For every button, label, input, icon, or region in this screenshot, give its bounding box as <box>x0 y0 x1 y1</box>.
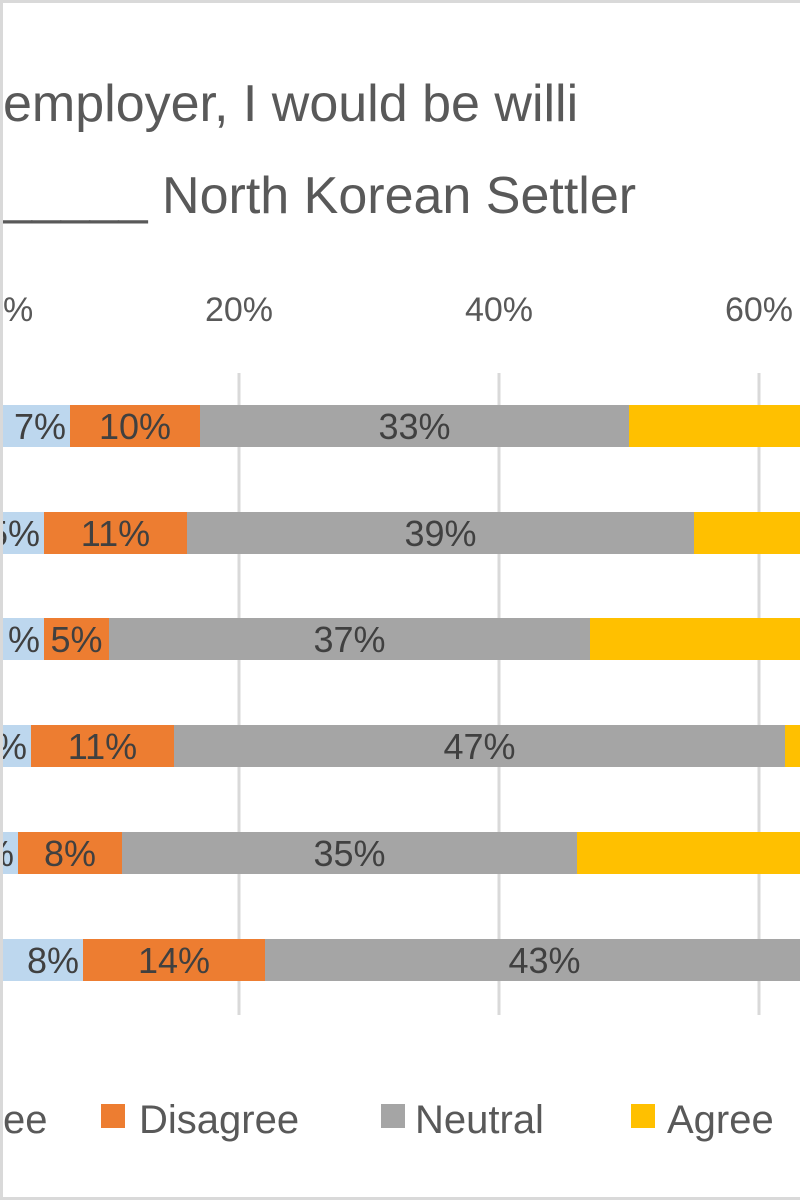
data-label: 11% <box>81 513 150 554</box>
bar-segment <box>3 725 31 767</box>
bar-segment <box>18 832 122 874</box>
data-label: 33% <box>378 406 450 447</box>
data-label: 8% <box>27 940 79 981</box>
bar-segment <box>3 405 70 447</box>
bar-segment <box>44 512 187 554</box>
legend-label: ee <box>3 1098 48 1142</box>
data-label: % <box>3 726 27 767</box>
x-axis-ticks: % 20% 40% 60% <box>3 291 793 329</box>
data-label: % <box>3 833 14 874</box>
bar-segment <box>265 939 800 981</box>
data-label: 7% <box>14 406 66 447</box>
bar-segment <box>44 618 109 660</box>
chart-title: employer, I would be willi _____ North K… <box>3 75 636 225</box>
bar-segment <box>200 405 629 447</box>
data-label: 39% <box>404 513 476 554</box>
x-tick-label: % <box>3 291 33 329</box>
bar-segment <box>122 832 577 874</box>
x-tick-label: 60% <box>725 291 793 329</box>
data-label: 35% <box>313 833 385 874</box>
bar-segment <box>590 618 800 660</box>
legend-label: Disagree <box>139 1098 299 1142</box>
data-label: 14% <box>138 940 210 981</box>
bar-segment <box>577 832 800 874</box>
bar-segment <box>31 725 174 767</box>
bar-segment <box>83 939 265 981</box>
bar-segment <box>174 725 785 767</box>
stacked-bar-chart: employer, I would be willi _____ North K… <box>3 75 800 1142</box>
data-label: 8% <box>44 833 96 874</box>
data-label: 10% <box>99 406 171 447</box>
legend: ee Disagree Neutral Agree <box>3 1098 774 1142</box>
bar-segment <box>109 618 590 660</box>
data-label: % <box>8 619 40 660</box>
data-label: 5% <box>50 619 102 660</box>
legend-swatch <box>381 1104 405 1128</box>
legend-swatch <box>101 1104 125 1128</box>
gridlines <box>237 373 761 1015</box>
legend-label: Neutral <box>415 1098 544 1142</box>
bar-segment <box>70 405 200 447</box>
bars <box>3 405 800 981</box>
bar-segment <box>3 832 18 874</box>
bar-segment <box>629 405 800 447</box>
x-tick-label: 20% <box>205 291 273 329</box>
data-labels: 7%10%33%5%11%39%%5%37%%11%47%%8%35%8%14%… <box>3 406 581 981</box>
chart-title-line-2: _____ North Korean Settler <box>3 167 636 225</box>
bar-segment <box>3 939 83 981</box>
legend-label: Agree <box>667 1098 774 1142</box>
x-tick-label: 40% <box>465 291 533 329</box>
bar-segment <box>785 725 800 767</box>
data-label: 11% <box>68 726 137 767</box>
bar-segment <box>187 512 694 554</box>
data-label: 5% <box>3 513 40 554</box>
bar-segment <box>3 512 44 554</box>
data-label: 37% <box>313 619 385 660</box>
data-label: 43% <box>508 940 580 981</box>
chart-title-line-1: employer, I would be willi <box>3 75 578 133</box>
bar-segment <box>694 512 800 554</box>
data-label: 47% <box>443 726 515 767</box>
legend-swatch <box>631 1104 655 1128</box>
bar-segment <box>3 618 44 660</box>
